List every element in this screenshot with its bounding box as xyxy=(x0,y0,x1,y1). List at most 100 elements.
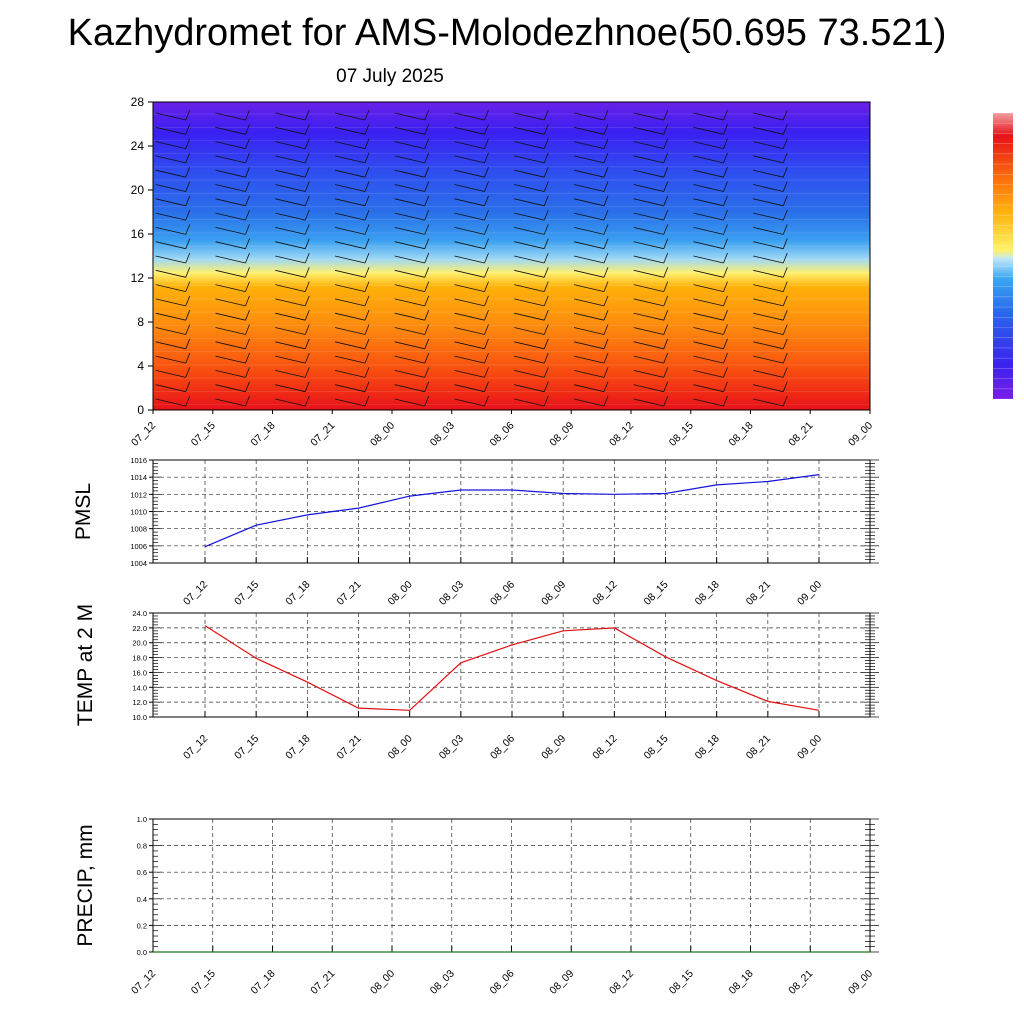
heatmap-ytick-label: 12 xyxy=(131,271,145,285)
wind-barb-shaft xyxy=(693,112,724,121)
wind-barb xyxy=(275,295,310,307)
wind-barb-flag xyxy=(603,167,609,178)
wind-barb-flag xyxy=(185,152,191,164)
wind-barb xyxy=(155,252,191,264)
wind-barb-shaft xyxy=(215,269,246,278)
wind-barb-flag xyxy=(424,352,430,364)
wind-barb xyxy=(155,381,191,393)
wind-barb-shaft xyxy=(275,241,306,250)
wind-barb-shaft xyxy=(334,184,366,192)
wind-barb-flag xyxy=(663,352,669,364)
wind-barb xyxy=(394,267,430,278)
wind-barb-flag xyxy=(304,181,310,192)
wind-barb xyxy=(633,310,669,321)
wind-barb-flag xyxy=(304,381,310,392)
wind-barb xyxy=(215,310,250,321)
wind-barb-flag xyxy=(663,338,669,349)
wind-barb-shaft xyxy=(275,284,306,292)
wind-barb-shaft xyxy=(275,269,306,278)
wind-barb-shaft xyxy=(394,227,425,235)
wind-barb xyxy=(334,167,370,178)
wind-barb-shaft xyxy=(693,212,724,221)
wind-barb-shaft xyxy=(454,341,485,350)
wind-barb-flag xyxy=(603,281,609,292)
wind-barb xyxy=(155,138,191,149)
line-panel: 10.0 12.0 14.0 16.0 18.0 20.0 22.0 24.0 07_12 07_… xyxy=(74,604,879,762)
wind-barb xyxy=(693,367,728,378)
wind-barb-flag xyxy=(424,267,430,278)
wind-barb-shaft xyxy=(633,155,664,164)
wind-barb-shaft xyxy=(693,384,724,393)
wind-barb-flag xyxy=(782,209,788,221)
wind-barb-shaft xyxy=(514,312,545,321)
wind-barb-shaft xyxy=(155,269,186,278)
wind-barb-shaft xyxy=(275,198,306,207)
wind-barb-shaft xyxy=(753,312,784,321)
panel-ylabel: PRECIP, mm xyxy=(74,824,97,946)
wind-barb-flag xyxy=(543,367,549,378)
wind-barb xyxy=(275,352,310,364)
wind-barb xyxy=(514,167,549,178)
wind-barb-shaft xyxy=(573,112,605,121)
panel-xtick-label: 07_18 xyxy=(248,968,277,997)
wind-barb-shaft xyxy=(693,169,724,178)
wind-barb-shaft xyxy=(633,384,664,393)
wind-barb xyxy=(633,367,669,378)
wind-barb xyxy=(394,209,430,221)
wind-barb-flag xyxy=(603,109,609,121)
wind-barb-shaft xyxy=(275,398,306,407)
wind-barb xyxy=(573,224,609,235)
wind-barb-shaft xyxy=(693,198,724,207)
wind-barb-shaft xyxy=(275,341,306,350)
panel-xtick-label: 08_00 xyxy=(386,733,415,762)
wind-barb-shaft xyxy=(514,398,545,407)
wind-barb-shaft xyxy=(514,269,545,278)
wind-barb-shaft xyxy=(753,241,784,250)
panel-xtick-label: 07_18 xyxy=(283,733,312,762)
wind-barb-flag xyxy=(543,181,549,192)
wind-barb-shaft xyxy=(275,255,306,264)
panel-ytick-label: 18.0 xyxy=(132,654,147,663)
wind-barb-flag xyxy=(484,252,489,264)
panel-ytick-label: 1004 xyxy=(130,559,147,568)
wind-barb-shaft xyxy=(334,398,366,407)
wind-barb-shaft xyxy=(573,355,605,364)
wind-barb-flag xyxy=(304,338,310,349)
wind-barb-flag xyxy=(424,124,430,135)
wind-barb xyxy=(155,195,191,207)
wind-barb-flag xyxy=(723,124,728,135)
wind-barb-shaft xyxy=(573,212,605,221)
wind-barb xyxy=(693,209,728,221)
wind-barb xyxy=(394,381,430,393)
wind-barb-shaft xyxy=(633,141,664,149)
wind-barb xyxy=(454,295,489,307)
wind-barb xyxy=(394,252,430,264)
line-panel: 1004 1006 1008 1010 1012 1014 1016 07_12 07_15 07… xyxy=(72,456,879,608)
wind-barb xyxy=(215,224,250,235)
wind-barb-shaft xyxy=(514,198,545,207)
panel-xtick-label: 08_21 xyxy=(744,733,773,762)
wind-barb xyxy=(215,252,250,264)
wind-barb xyxy=(215,367,250,378)
wind-barb-flag xyxy=(364,252,370,264)
heatmap-ytick-label: 28 xyxy=(131,95,145,109)
wind-barb-flag xyxy=(185,209,191,221)
wind-barb-shaft xyxy=(155,112,186,121)
wind-barb-flag xyxy=(364,109,370,121)
wind-barb-flag xyxy=(603,367,609,378)
wind-barb-shaft xyxy=(753,255,784,264)
wind-barb-shaft xyxy=(633,169,664,178)
wind-barb-shaft xyxy=(573,284,605,292)
wind-barb-shaft xyxy=(454,241,485,250)
chart-title: Kazhydromet for AMS-Molodezhnoe(50.695 7… xyxy=(67,12,947,54)
wind-barb-shaft xyxy=(753,141,784,149)
wind-barb-shaft xyxy=(753,198,784,207)
wind-barb-shaft xyxy=(693,227,724,235)
wind-barb-shaft xyxy=(334,227,366,235)
wind-barb xyxy=(514,281,549,292)
wind-barb-shaft xyxy=(394,212,425,221)
wind-barb-shaft xyxy=(215,241,246,250)
wind-barb-flag xyxy=(723,252,728,264)
wind-barb xyxy=(454,338,489,350)
wind-barb-flag xyxy=(484,324,489,335)
